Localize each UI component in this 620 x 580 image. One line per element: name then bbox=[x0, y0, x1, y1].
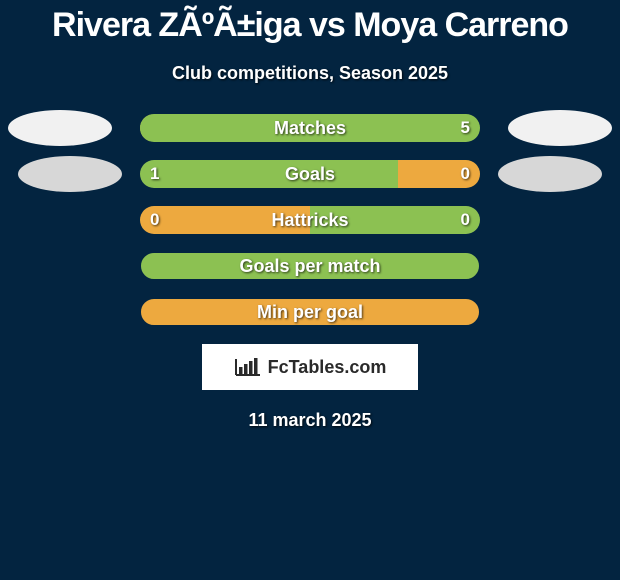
bar-goals: 1 0 Goals bbox=[140, 160, 480, 188]
bar-chart-icon bbox=[234, 357, 262, 377]
bar-min-per-goal: Min per goal bbox=[140, 298, 480, 326]
flag-right-1 bbox=[508, 110, 612, 146]
val-goals-left: 1 bbox=[150, 164, 159, 184]
row-hattricks: 0 0 Hattricks bbox=[0, 206, 620, 234]
bar-goals-per-match: Goals per match bbox=[140, 252, 480, 280]
label-min-per-goal: Min per goal bbox=[141, 299, 479, 325]
row-min-per-goal: Min per goal bbox=[0, 298, 620, 326]
row-goals: 1 0 Goals bbox=[0, 160, 620, 188]
subtitle: Club competitions, Season 2025 bbox=[0, 63, 620, 84]
val-hattricks-right: 0 bbox=[461, 210, 470, 230]
row-goals-per-match: Goals per match bbox=[0, 252, 620, 280]
label-goals-per-match: Goals per match bbox=[141, 253, 479, 279]
comparison-rows: 5 Matches 1 0 Goals 0 0 Hattricks Goals … bbox=[0, 114, 620, 326]
logo-text: FcTables.com bbox=[268, 357, 387, 378]
bar-matches: 5 Matches bbox=[140, 114, 480, 142]
flag-left-1 bbox=[8, 110, 112, 146]
row-matches: 5 Matches bbox=[0, 114, 620, 142]
val-goals-right: 0 bbox=[461, 164, 470, 184]
logo-box: FcTables.com bbox=[202, 344, 418, 390]
page-title: Rivera ZÃºÃ±iga vs Moya Carreno bbox=[0, 0, 620, 45]
flag-right-2 bbox=[498, 156, 602, 192]
val-hattricks-left: 0 bbox=[150, 210, 159, 230]
date-text: 11 march 2025 bbox=[0, 410, 620, 431]
val-matches-right: 5 bbox=[461, 118, 470, 138]
bar-hattricks: 0 0 Hattricks bbox=[140, 206, 480, 234]
flag-left-2 bbox=[18, 156, 122, 192]
